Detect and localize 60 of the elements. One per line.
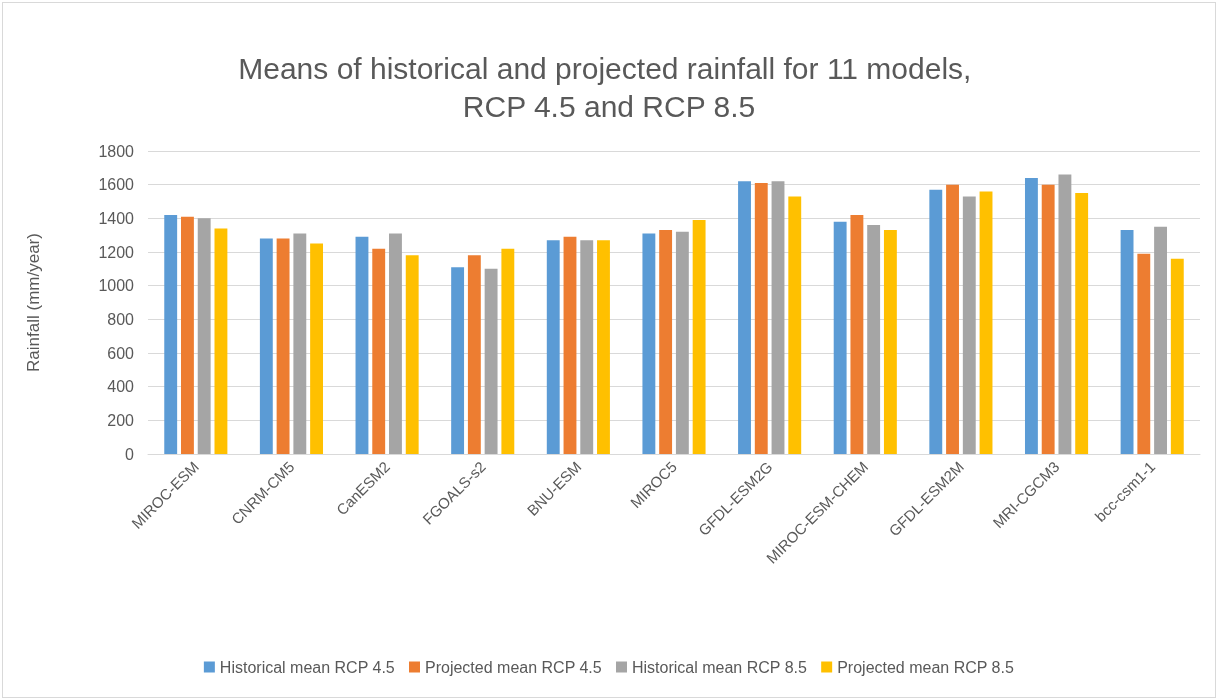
bar [355,236,369,454]
bar [405,255,419,454]
bar [675,231,689,454]
bar [580,240,594,454]
y-tick-label: 800 [107,310,135,328]
bar [310,243,324,454]
bar [372,248,386,454]
bar [1024,177,1038,454]
y-tick-label: 1800 [98,142,135,160]
y-tick-label: 600 [107,344,135,362]
y-tick-label: 1000 [98,277,135,295]
y-tick-label: 400 [107,378,135,396]
legend-label: Projected mean RCP 8.5 [837,658,1014,676]
bar [642,233,656,454]
bar [563,236,577,454]
bar [659,230,673,454]
bar [1075,193,1089,454]
bar [962,196,976,454]
chart-title: Means of historical and projected rainfall for 11 models, RCP 4.5 and RCP 8.5 [238,51,980,123]
bar [1137,253,1151,454]
bar [467,255,481,454]
bar [389,233,402,454]
bar [1058,174,1072,454]
bar [833,221,847,454]
bar [771,181,785,454]
y-axis-title: Rainfall (mm/year) [24,233,43,372]
legend-label: Historical mean RCP 4.5 [219,658,395,676]
bar [197,218,211,454]
bar [788,196,802,454]
y-tick-label: 1200 [98,243,135,261]
bar [738,181,751,454]
y-tick-label: 0 [125,445,135,463]
bar [754,182,768,454]
bar [597,240,610,454]
bar [259,238,273,454]
bar [946,184,959,454]
y-tick-label: 1600 [98,176,135,194]
bar [867,225,881,454]
bar [1170,258,1184,454]
bar [501,248,515,454]
bar [1041,184,1055,454]
bar [293,233,307,454]
bar [929,189,943,454]
y-tick-label: 1400 [98,209,135,227]
bar [1154,226,1167,454]
legend-label: Projected mean RCP 4.5 [425,658,602,676]
bar [164,214,178,454]
bar [484,268,498,454]
bar [883,230,897,454]
bar [692,220,706,454]
bar [276,238,290,454]
y-tick-label: 200 [107,411,135,429]
bar [979,191,993,454]
bar [214,228,228,454]
bar [546,240,560,454]
legend-label: Historical mean RCP 8.5 [632,658,807,676]
bar [1120,230,1134,454]
bar [181,216,194,454]
bar [850,214,864,454]
bar [451,267,465,454]
